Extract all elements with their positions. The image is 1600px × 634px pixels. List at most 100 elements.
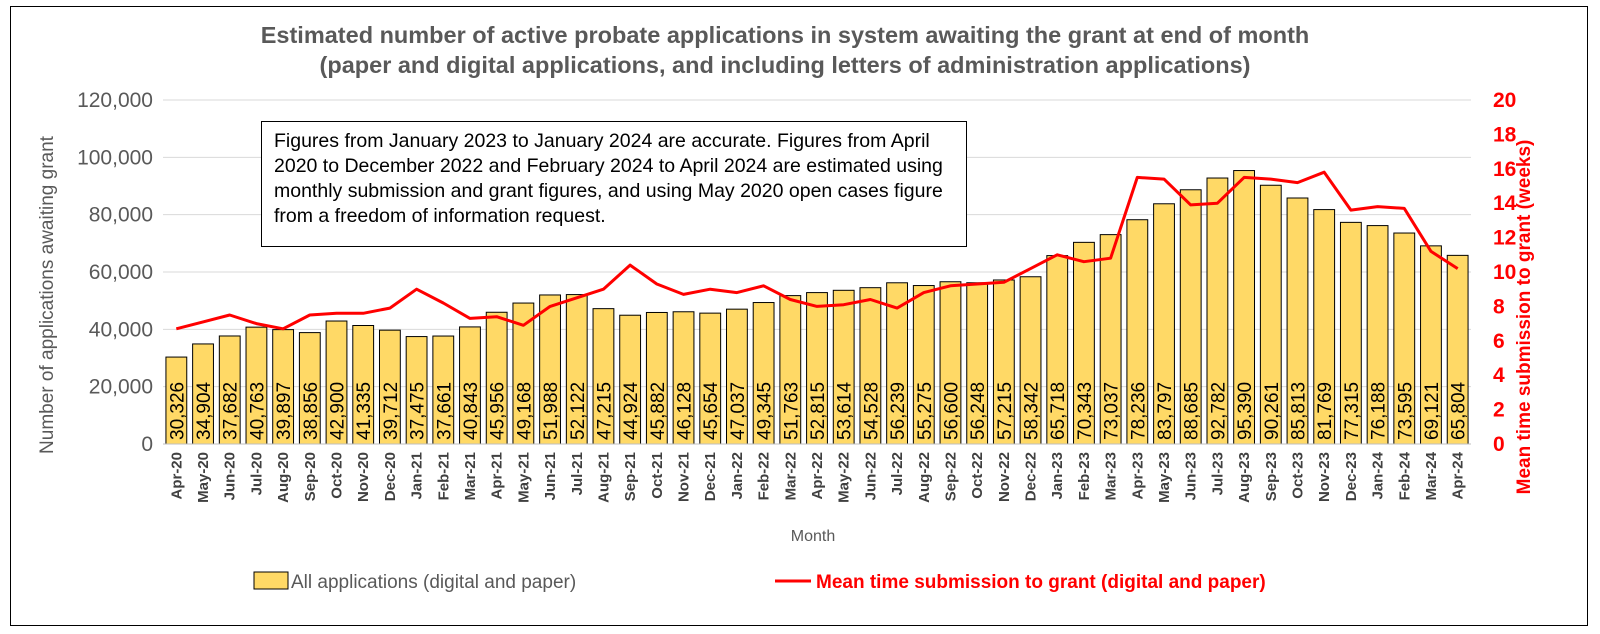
x-tick-label: Aug-21 (595, 452, 612, 503)
bar-data-label: 45,956 (488, 382, 509, 440)
x-tick-label: Feb-24 (1396, 451, 1413, 500)
y-tick-label: 20,000 (89, 376, 153, 399)
x-tick-label: Feb-21 (435, 452, 452, 500)
y-tick-label: 0 (141, 433, 153, 456)
annotation-box: Figures from January 2023 to January 202… (261, 121, 967, 247)
y2-tick-label: 10 (1493, 261, 1516, 284)
y2-tick-label: 4 (1493, 364, 1505, 387)
bar-data-label: 44,924 (621, 381, 642, 440)
bar-data-label: 92,782 (1208, 382, 1229, 440)
bar-data-label: 90,261 (1262, 382, 1283, 440)
x-tick-label: Sep-22 (942, 452, 959, 501)
y2-axis-label: Mean time submission to grant (weeks) (1514, 140, 1535, 495)
bar-data-label: 77,315 (1342, 382, 1363, 440)
x-tick-label: Sep-20 (302, 452, 319, 501)
bar-data-labels: 30,326 34,904 37,682 40,763 39,897 38,856 42,9… (167, 381, 1469, 440)
bar-data-label: 46,128 (675, 382, 696, 440)
legend: All applications (digital and paper) Mea… (253, 571, 1266, 593)
x-tick-label: Oct-22 (969, 452, 986, 499)
y2-tick-label: 16 (1493, 158, 1516, 181)
x-tick-label: Dec-21 (702, 452, 719, 501)
bar-data-label: 70,343 (1075, 382, 1096, 440)
bar-data-label: 73,595 (1395, 382, 1416, 440)
x-tick-label: Nov-20 (355, 452, 372, 502)
y2-tick-label: 20 (1493, 89, 1516, 112)
bar-data-label: 56,239 (888, 382, 909, 440)
x-tick-label: Apr-20 (168, 452, 185, 500)
x-tick-label: Jul-22 (889, 452, 906, 495)
chart-title-line2: (paper and digital applications, and inc… (320, 52, 1251, 78)
legend-bar-swatch (253, 571, 289, 590)
bar-data-label: 76,188 (1369, 382, 1390, 440)
bar-series (165, 170, 1469, 445)
x-tick-label: Jun-21 (542, 452, 559, 500)
y2-tick-label: 18 (1493, 123, 1517, 146)
x-tick-label: Mar-23 (1103, 452, 1120, 500)
bar-data-label: 45,654 (701, 381, 722, 440)
x-tick-label: Aug-20 (275, 452, 292, 503)
bar-data-label: 37,475 (408, 382, 429, 440)
y2-axis-ticks: 0 2 4 6 8 10 12 14 16 18 20 (1493, 89, 1517, 456)
x-tick-label: Nov-22 (996, 452, 1013, 502)
x-tick-label: Sep-23 (1263, 452, 1280, 501)
bar-data-label: 73,037 (1102, 382, 1123, 440)
mean-time-line (175, 170, 1459, 331)
bar-data-label: 41,335 (354, 382, 375, 440)
x-tick-label: Mar-21 (462, 452, 479, 500)
bar-data-label: 65,718 (1048, 382, 1069, 440)
x-tick-label: Mar-22 (782, 452, 799, 500)
x-tick-label: Jun-22 (862, 452, 879, 500)
bar-data-label: 37,682 (221, 382, 242, 440)
x-tick-label: Jun-20 (222, 452, 239, 500)
y2-tick-label: 0 (1493, 433, 1505, 456)
y-tick-label: 60,000 (89, 261, 153, 284)
bar-data-label: 85,813 (1288, 382, 1309, 440)
legend-line-label: Mean time submission to grant (digital a… (816, 572, 1266, 593)
x-tick-label: Dec-20 (382, 452, 399, 501)
x-tick-label: Oct-21 (649, 452, 666, 499)
x-tick-label: May-22 (836, 452, 853, 503)
x-tick-label: Oct-20 (329, 452, 346, 499)
x-tick-label: Jan-23 (1049, 452, 1066, 500)
bar-data-label: 78,236 (1128, 382, 1149, 440)
chart-frame: Estimated number of active probate appli… (10, 6, 1588, 626)
x-tick-label: Jan-21 (409, 452, 426, 500)
y2-tick-label: 12 (1493, 227, 1516, 250)
x-tick-label: Apr-21 (489, 452, 506, 500)
bar-data-label: 34,904 (194, 381, 215, 440)
bar-data-label: 47,215 (594, 382, 615, 440)
x-axis-ticks: Apr-20 May-20 Jun-20 Jul-20 Aug-20 Sep-20 Oct-… (168, 451, 1466, 503)
x-tick-label: Apr-24 (1450, 451, 1467, 499)
x-tick-label: Jul-20 (248, 452, 265, 495)
bar-data-label: 51,763 (781, 382, 802, 440)
y2-tick-label: 2 (1493, 399, 1505, 422)
bar-data-label: 56,248 (968, 382, 989, 440)
y-tick-label: 40,000 (89, 318, 153, 341)
bar-data-label: 39,712 (381, 382, 402, 440)
x-tick-label: Sep-21 (622, 452, 639, 501)
bar-data-label: 95,390 (1235, 382, 1256, 440)
x-tick-label: Dec-23 (1343, 452, 1360, 501)
bar-data-label: 53,614 (835, 381, 856, 440)
x-tick-label: Aug-23 (1236, 452, 1253, 503)
bar-data-label: 54,528 (861, 382, 882, 440)
y2-tick-label: 14 (1493, 192, 1517, 215)
bar-data-label: 30,326 (167, 382, 188, 440)
bar-data-label: 56,600 (941, 382, 962, 440)
y-tick-label: 100,000 (77, 146, 153, 169)
bar-data-label: 40,763 (247, 382, 268, 440)
x-tick-label: Dec-22 (1023, 452, 1040, 501)
y2-tick-label: 8 (1493, 295, 1505, 318)
line-series (175, 170, 1459, 331)
x-tick-label: Nov-23 (1316, 452, 1333, 502)
x-tick-label: Jul-23 (1209, 452, 1226, 495)
bar-data-label: 37,661 (434, 382, 455, 440)
bar-data-label: 52,122 (568, 382, 589, 440)
x-tick-label: Aug-22 (916, 452, 933, 503)
legend-bar-label: All applications (digital and paper) (291, 572, 576, 593)
x-axis-label: Month (791, 528, 835, 545)
x-tick-label: Jul-21 (569, 452, 586, 495)
x-tick-label: Oct-23 (1289, 452, 1306, 499)
x-tick-label: Mar-24 (1423, 451, 1440, 500)
bar-data-label: 83,797 (1155, 382, 1176, 440)
